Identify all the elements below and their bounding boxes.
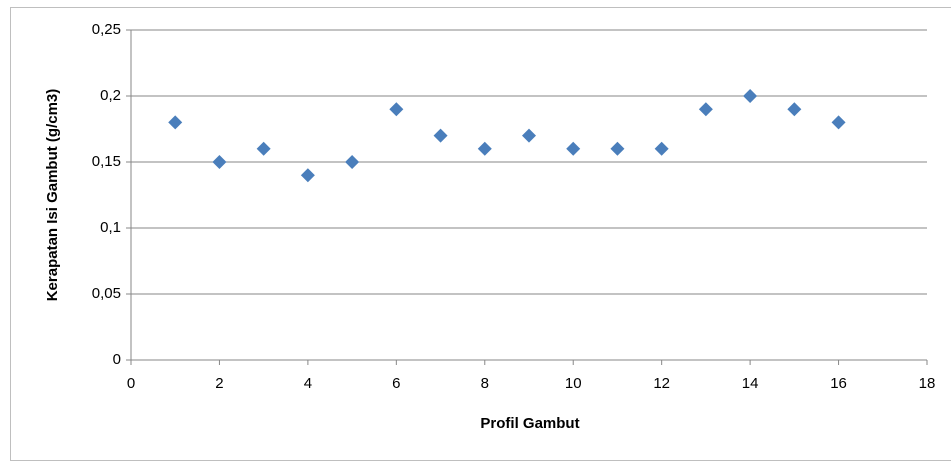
data-point: [566, 141, 581, 156]
y-tick-label: 0,2: [100, 87, 121, 104]
x-tick-label: 14: [742, 375, 759, 392]
data-point: [256, 141, 271, 156]
data-point: [787, 102, 802, 117]
data-point: [654, 141, 669, 156]
x-tick-label: 4: [304, 375, 312, 392]
data-point: [168, 115, 183, 130]
x-tick-label: 6: [392, 375, 400, 392]
data-point: [345, 155, 360, 169]
y-axis-label: Kerapatan Isi Gambut (g/cm3): [44, 89, 61, 302]
data-point: [212, 155, 227, 169]
data-point: [610, 141, 625, 156]
x-tick-label: 10: [565, 375, 582, 392]
y-tick-label: 0,1: [100, 219, 121, 236]
data-point: [522, 128, 536, 143]
y-tick-label: 0,05: [92, 285, 121, 302]
data-point: [477, 141, 492, 156]
x-tick-label: 18: [919, 375, 936, 392]
data-point: [433, 128, 448, 143]
x-tick-label: 16: [830, 375, 847, 392]
y-tick-label: 0,15: [92, 153, 121, 170]
data-point: [389, 102, 404, 117]
x-tick-label: 0: [127, 375, 135, 392]
data-point: [743, 89, 758, 103]
x-tick-label: 8: [481, 375, 489, 392]
x-tick-label: 12: [653, 375, 670, 392]
data-point: [831, 115, 846, 130]
y-tick-label: 0,25: [92, 21, 121, 38]
data-point: [698, 102, 713, 117]
x-axis-label: Profil Gambut: [480, 415, 579, 432]
x-tick-label: 2: [215, 375, 223, 392]
y-tick-label: 0: [113, 351, 121, 368]
chart-border: [10, 7, 951, 461]
data-point: [300, 168, 315, 183]
